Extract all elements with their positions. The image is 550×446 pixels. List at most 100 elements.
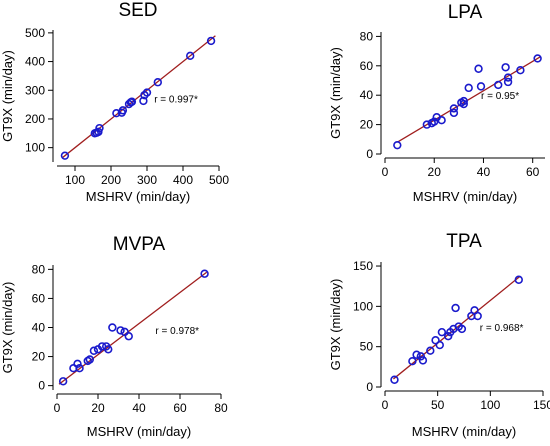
data-point xyxy=(430,117,439,126)
correlation-annotation: r = 0.978* xyxy=(155,326,199,337)
data-point xyxy=(516,66,525,75)
regression-line xyxy=(58,271,208,385)
data-point xyxy=(94,127,103,137)
y-axis-label: GT9X (min/day) xyxy=(328,279,343,371)
chart-title: LPA xyxy=(448,2,483,23)
data-point xyxy=(426,346,435,355)
x-tick-label: 40 xyxy=(132,401,146,415)
y-tick-label: 0 xyxy=(38,379,45,393)
correlation-annotation: r = 0.997* xyxy=(154,95,198,106)
data-point xyxy=(514,275,523,284)
x-axis-label: MSHRV (min/day) xyxy=(87,424,192,439)
y-tick-label: 300 xyxy=(25,83,45,97)
y-tick-label: 40 xyxy=(360,88,374,102)
data-point xyxy=(118,106,128,115)
data-point xyxy=(422,120,432,129)
x-tick-label: 0 xyxy=(54,401,61,415)
data-point xyxy=(449,104,459,113)
data-point xyxy=(451,303,460,313)
data-point xyxy=(124,332,133,341)
x-tick-label: 300 xyxy=(137,173,157,187)
panel-sed: SED 100 200 300 400 500 100 200 300 400 500 MSHRV (… xyxy=(0,0,229,204)
data-point xyxy=(390,375,399,384)
x-tick-label: 0 xyxy=(382,398,389,412)
data-point xyxy=(473,311,482,321)
y-tick-label: 100 xyxy=(353,299,373,313)
data-point xyxy=(142,88,152,97)
data-point xyxy=(139,96,148,106)
y-axis-label: GT9X (min/day) xyxy=(0,50,15,142)
x-tick-label: 500 xyxy=(209,173,229,187)
x-tick-label: 50 xyxy=(431,398,445,412)
data-point xyxy=(153,78,163,87)
data-point xyxy=(75,363,84,373)
x-tick-label: 150 xyxy=(533,398,550,412)
data-point xyxy=(437,327,447,337)
y-tick-label: 200 xyxy=(25,112,45,126)
x-tick-label: 20 xyxy=(428,165,442,179)
correlation-annotation: r = 0.968* xyxy=(480,323,524,334)
data-point xyxy=(60,151,70,160)
data-point xyxy=(503,77,513,87)
y-tick-label: 50 xyxy=(360,340,374,354)
y-tick-label: 40 xyxy=(32,321,46,335)
y-tick-label: 150 xyxy=(353,259,373,273)
chart-title: SED xyxy=(118,0,157,21)
y-tick-label: 80 xyxy=(32,262,46,276)
data-point xyxy=(533,54,542,63)
y-tick-label: 0 xyxy=(366,147,373,161)
x-tick-label: 0 xyxy=(382,165,389,179)
x-tick-label: 60 xyxy=(526,165,540,179)
data-point xyxy=(73,359,82,369)
data-point xyxy=(435,340,444,350)
data-point xyxy=(494,80,503,90)
panel-mvpa: MVPA 0 20 40 60 80 0 20 40 60 80 MSHRV (min/day) GT9… xyxy=(0,234,228,439)
chart-title: MVPA xyxy=(113,234,166,255)
y-tick-label: 100 xyxy=(25,141,45,155)
y-tick-label: 80 xyxy=(360,29,374,43)
data-point xyxy=(206,36,216,46)
data-point xyxy=(58,377,68,386)
y-tick-label: 20 xyxy=(360,118,374,132)
y-tick-label: 60 xyxy=(32,291,46,305)
correlation-annotation: r = 0.95* xyxy=(481,91,519,102)
data-point xyxy=(108,323,117,332)
data-point xyxy=(437,115,446,125)
x-axis-label: MSHRV (min/day) xyxy=(413,189,518,204)
data-point xyxy=(457,324,467,334)
data-point xyxy=(474,64,483,73)
data-point xyxy=(393,140,402,150)
data-point xyxy=(418,356,428,365)
x-tick-label: 100 xyxy=(480,398,500,412)
panel-tpa: TPA 0 50 100 150 0 50 100 150 MSHRV (min/day) GT9X… xyxy=(328,231,550,439)
x-tick-label: 40 xyxy=(477,165,491,179)
data-point xyxy=(503,73,513,82)
data-point xyxy=(412,350,421,359)
data-point xyxy=(444,331,453,341)
data-point xyxy=(501,63,510,72)
x-tick-label: 20 xyxy=(91,401,105,415)
data-point xyxy=(104,345,113,354)
y-tick-label: 20 xyxy=(32,350,46,364)
data-point xyxy=(127,97,137,106)
data-point xyxy=(186,51,195,61)
x-tick-label: 100 xyxy=(65,173,85,187)
data-point xyxy=(431,336,440,345)
x-tick-label: 200 xyxy=(101,173,121,187)
panel-lpa: LPA 0 20 40 60 0 20 40 60 80 MSHRV (min/day) GT9X (… xyxy=(328,2,545,204)
data-point xyxy=(459,99,468,109)
y-tick-label: 60 xyxy=(360,59,374,73)
data-point xyxy=(464,83,473,93)
data-point xyxy=(95,123,104,133)
x-axis-label: MSHRV (min/day) xyxy=(86,189,191,204)
data-point xyxy=(116,326,125,335)
y-tick-label: 0 xyxy=(366,380,373,394)
x-tick-label: 80 xyxy=(214,401,228,415)
regression-line xyxy=(61,35,216,159)
data-point xyxy=(416,352,426,361)
chart-title: TPA xyxy=(446,231,482,252)
data-point xyxy=(200,269,209,278)
regression-line xyxy=(396,56,541,143)
data-point xyxy=(112,109,121,118)
x-tick-label: 400 xyxy=(173,173,193,187)
